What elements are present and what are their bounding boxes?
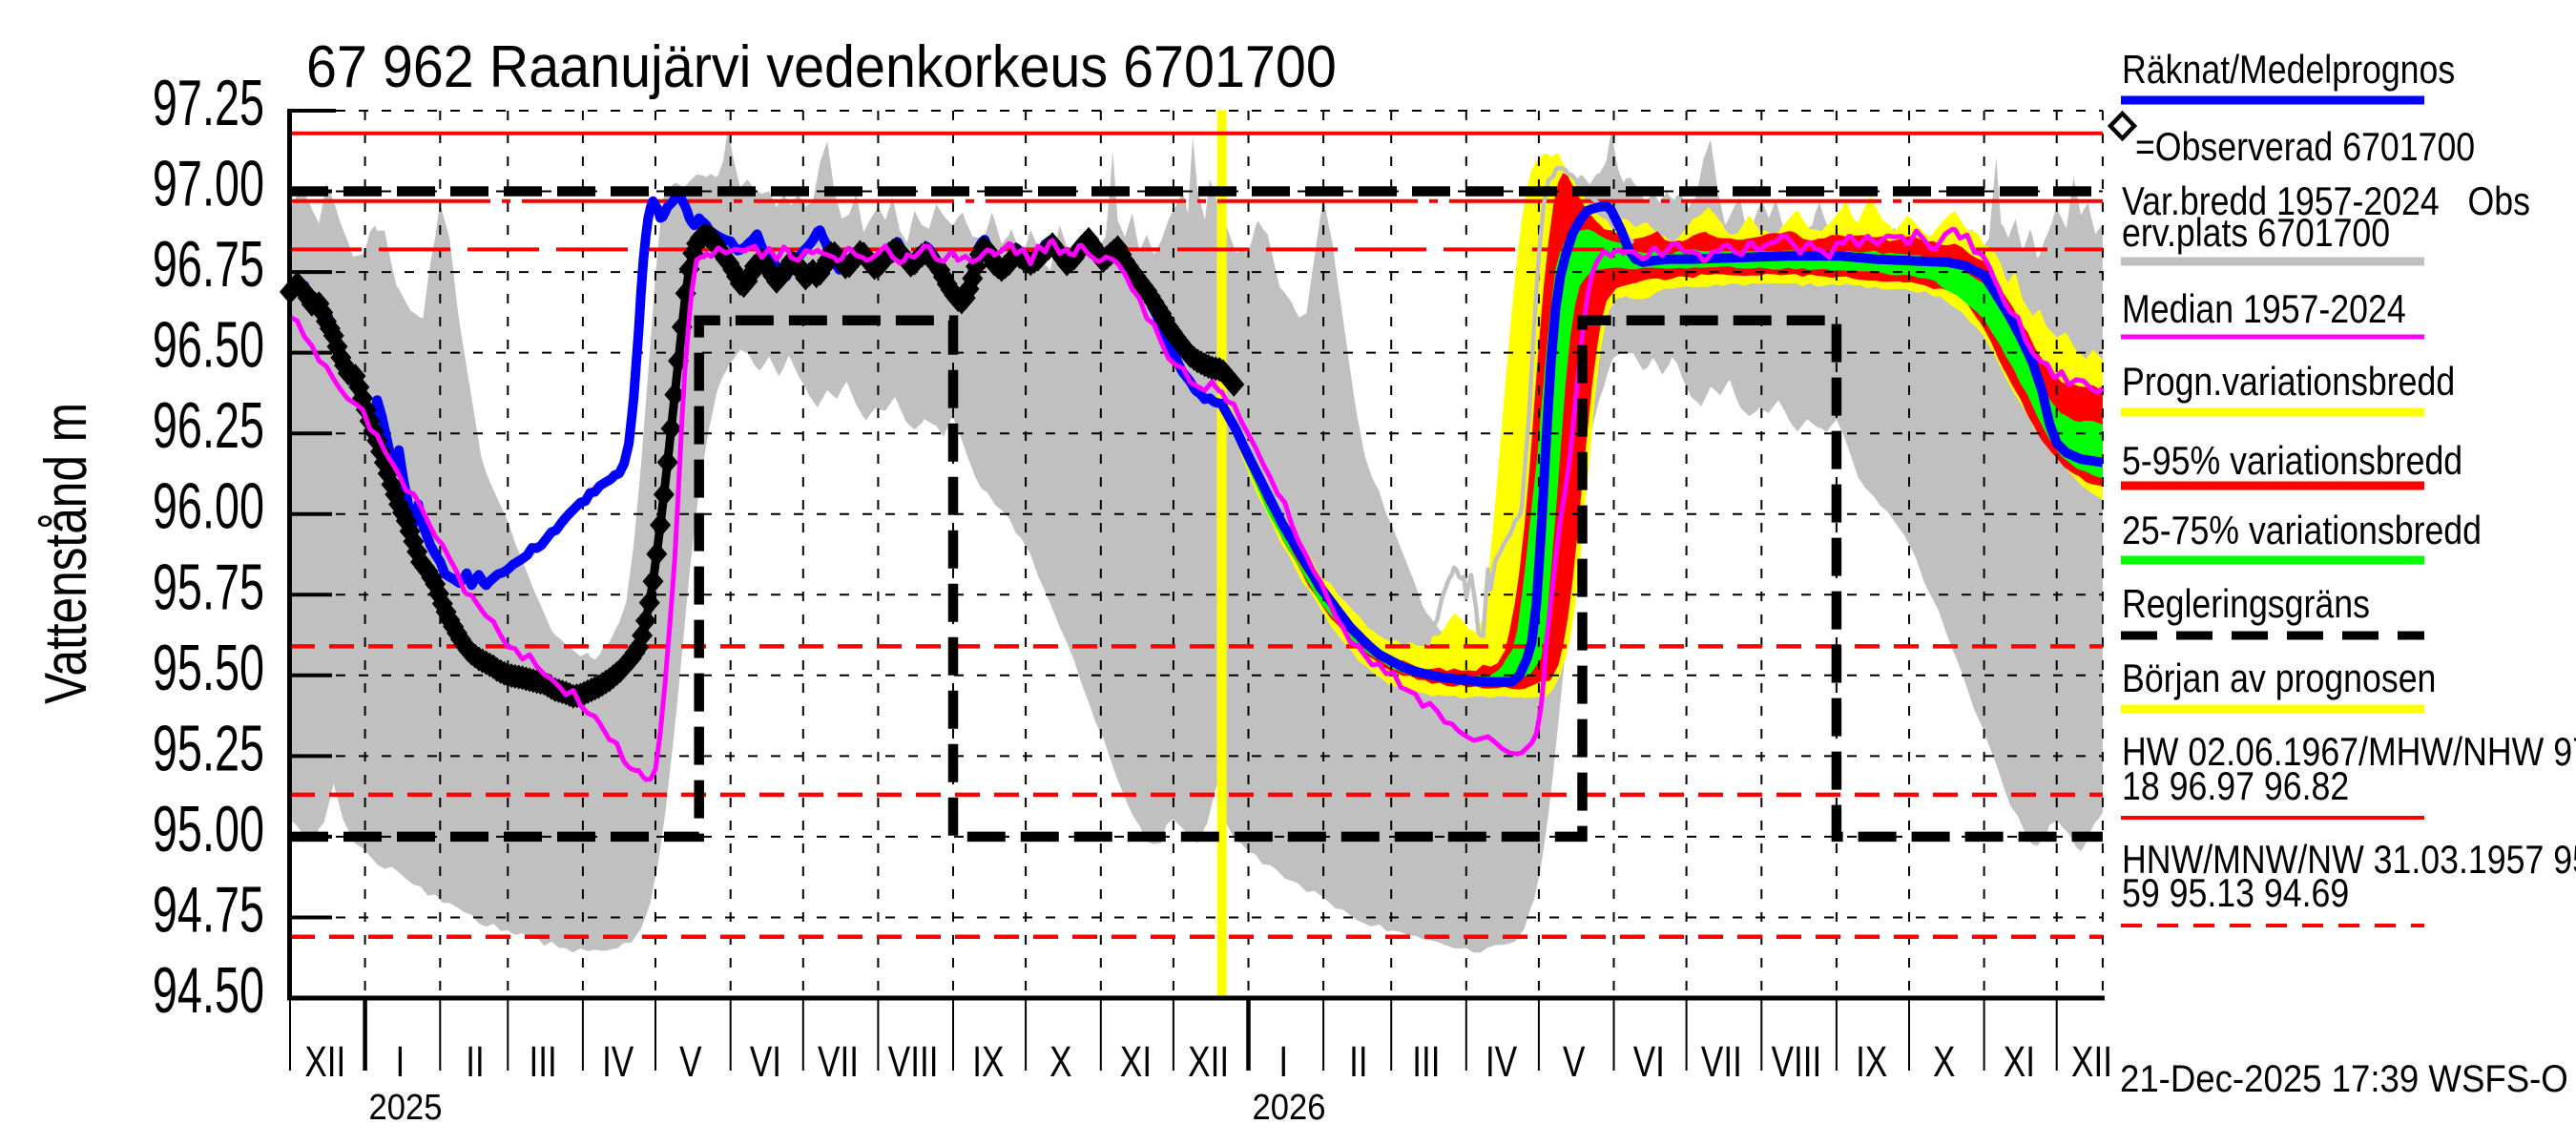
svg-text:59 95.13 94.69: 59 95.13 94.69 [2122, 871, 2349, 915]
svg-text:Regleringsgräns: Regleringsgräns [2122, 582, 2370, 626]
svg-text:IX: IX [972, 1037, 1004, 1086]
svg-text:II: II [1349, 1037, 1368, 1086]
svg-text:Vattenstånd m: Vattenstånd m [32, 403, 99, 704]
svg-text:96.25: 96.25 [153, 390, 264, 463]
svg-text:XI: XI [2004, 1037, 2035, 1086]
svg-text:67 962 Raanujärvi vedenkorkeus: 67 962 Raanujärvi vedenkorkeus 6701700 [306, 33, 1337, 99]
svg-text:21-Dec-2025 17:39 WSFS-O: 21-Dec-2025 17:39 WSFS-O [2120, 1058, 2568, 1101]
svg-text:HW 02.06.1967/MHW/NHW 97: HW 02.06.1967/MHW/NHW 97 [2122, 730, 2576, 774]
svg-text:94.50: 94.50 [153, 954, 264, 1027]
svg-text:I: I [1278, 1037, 1288, 1086]
svg-text:III: III [529, 1037, 556, 1086]
svg-text:Median 1957-2024: Median 1957-2024 [2122, 287, 2406, 331]
svg-text:95.00: 95.00 [153, 793, 264, 865]
svg-text:Början av prognosen: Början av prognosen [2122, 656, 2436, 700]
svg-text:I: I [396, 1037, 405, 1086]
svg-text:XI: XI [1120, 1037, 1152, 1086]
svg-text:XII: XII [2071, 1037, 2112, 1086]
svg-text:IV: IV [1485, 1037, 1517, 1086]
svg-text:Var.bredd 1957-2024 Obs: Var.bredd 1957-2024 Obs [2122, 179, 2530, 223]
svg-text:VII: VII [1701, 1037, 1742, 1086]
svg-text:18 96.97 96.82: 18 96.97 96.82 [2122, 764, 2349, 808]
svg-text:Räknat/Medelprognos: Räknat/Medelprognos [2122, 48, 2455, 92]
svg-text:97.25: 97.25 [153, 67, 264, 139]
svg-text:96.75: 96.75 [153, 229, 264, 302]
svg-text:III: III [1412, 1037, 1440, 1086]
svg-text:VIII: VIII [1772, 1037, 1822, 1086]
svg-text:IX: IX [1856, 1037, 1887, 1086]
svg-text:V: V [679, 1037, 701, 1086]
svg-text:VIII: VIII [888, 1037, 939, 1086]
svg-text:95.50: 95.50 [153, 632, 264, 704]
svg-text:2026: 2026 [1253, 1086, 1326, 1127]
svg-text:97.00: 97.00 [153, 148, 264, 220]
svg-text:VI: VI [1633, 1037, 1665, 1086]
svg-text:Progn.variationsbredd: Progn.variationsbredd [2122, 360, 2455, 404]
svg-text:95.75: 95.75 [153, 552, 264, 624]
svg-text:5-95% variationsbredd: 5-95% variationsbredd [2122, 439, 2462, 483]
svg-text:X: X [1049, 1037, 1071, 1086]
svg-text:2025: 2025 [369, 1086, 443, 1127]
svg-text:25-75% variationsbredd: 25-75% variationsbredd [2122, 509, 2482, 552]
svg-text:II: II [466, 1037, 485, 1086]
svg-text:XII: XII [1188, 1037, 1229, 1086]
svg-text:=Observerad 6701700: =Observerad 6701700 [2135, 125, 2475, 169]
svg-text:XII: XII [304, 1037, 345, 1086]
svg-text:VII: VII [818, 1037, 859, 1086]
svg-text:HNW/MNW/NW 31.03.1957 95: HNW/MNW/NW 31.03.1957 95 [2122, 838, 2576, 882]
svg-text:erv.plats 6701700: erv.plats 6701700 [2122, 211, 2390, 255]
svg-text:95.25: 95.25 [153, 713, 264, 785]
svg-text:V: V [1563, 1037, 1585, 1086]
svg-text:X: X [1933, 1037, 1955, 1086]
svg-text:96.00: 96.00 [153, 470, 264, 543]
svg-text:VI: VI [750, 1037, 781, 1086]
svg-text:94.75: 94.75 [153, 874, 264, 947]
svg-text:96.50: 96.50 [153, 309, 264, 382]
svg-text:IV: IV [602, 1037, 634, 1086]
